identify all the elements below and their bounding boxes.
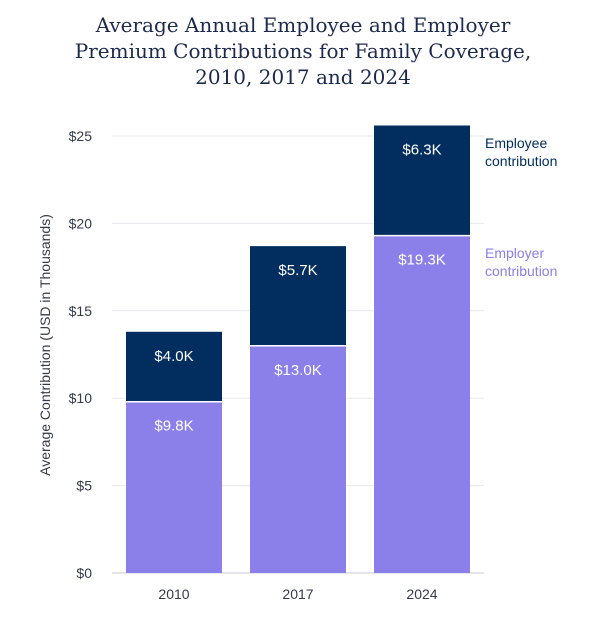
x-tick-label: 2010 [158,586,189,602]
x-tick-label: 2017 [282,586,313,602]
data-label: $9.8K [154,418,193,435]
bar-employee-2010 [126,331,222,402]
chart-title-line: Premium Contributions for Family Coverag… [74,39,532,63]
bar-employer-2024 [374,235,470,574]
axes: $0 $5 $10 $15 $20 $25 Average Contribution (US… [37,128,438,602]
data-label: $6.3K [402,142,441,159]
chart-title-line: Average Annual Employee and Employer [95,13,511,37]
y-tick-label: $20 [69,215,93,231]
bars [126,125,470,574]
bar-employee-2024 [374,125,470,236]
y-tick-label: $25 [69,128,93,144]
y-tick-label: $0 [76,565,92,581]
x-tick-label: 2024 [406,586,437,602]
legend-employee-label: contribution [485,153,557,169]
chart-title-line: 2010, 2017 and 2024 [195,65,411,89]
y-tick-label: $10 [69,390,93,406]
data-label: $13.0K [274,362,322,379]
data-label: $19.3K [398,252,446,269]
bar-employer-2017 [250,345,346,573]
bar-employee-2017 [250,246,346,346]
data-label: $4.0K [154,348,193,365]
legend-employer-label: Employer [485,245,544,261]
legend: Employer contribution Employee contribution [485,135,557,279]
legend-employee-label: Employee [485,135,547,151]
chart-title: Average Annual Employee and Employer Pre… [0,12,606,90]
legend-employer-label: contribution [485,263,557,279]
y-axis-label: Average Contribution (USD in Thousands) [37,214,53,476]
y-tick-label: $5 [76,478,92,494]
y-tick-label: $15 [69,303,93,319]
data-labels: $9.8K $4.0K $13.0K $5.7K $19.3K $6.3K [154,142,445,435]
bar-employer-2010 [126,401,222,573]
data-label: $5.7K [278,262,317,279]
